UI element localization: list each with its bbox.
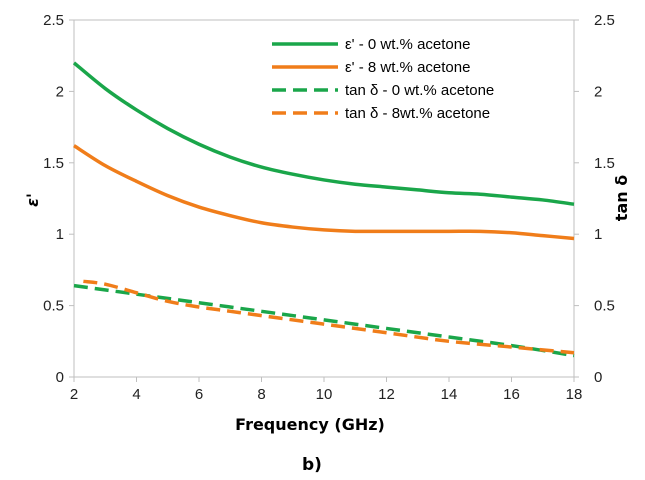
y-right-tick-label: 2 <box>594 83 602 100</box>
y-left-tick-label: 1.5 <box>43 155 64 172</box>
plot-axes <box>69 19 579 382</box>
x-tick-label: 12 <box>378 386 395 403</box>
x-tick-label: 2 <box>70 386 78 403</box>
x-tick-label: 16 <box>503 386 520 403</box>
x-tick-label: 14 <box>441 386 458 403</box>
y-right-tick-label: 1.5 <box>594 155 615 172</box>
y-left-tick-label: 1 <box>56 226 64 243</box>
legend-label-1: ε' - 0 wt.% acetone <box>345 36 470 53</box>
y-left-tick-label: 0 <box>56 369 64 386</box>
y-axis-right-title: tan δ <box>612 175 631 221</box>
x-tick-label: 6 <box>195 386 203 403</box>
y-left-tick-label: 2.5 <box>43 12 64 29</box>
series-line-1 <box>72 61 575 206</box>
series-line-3 <box>73 283 575 358</box>
legend-label-2: ε' - 8 wt.% acetone <box>345 59 470 76</box>
y-right-tick-label: 0.5 <box>594 298 615 315</box>
series-line-2 <box>73 144 575 241</box>
y-right-tick-label: 0 <box>594 369 602 386</box>
y-axis-left-title: ε' <box>23 193 42 207</box>
y-left-tick-label: 2 <box>56 83 64 100</box>
y-right-tick-label: 2.5 <box>594 12 615 29</box>
legend-label-3: tan δ - 0 wt.% acetone <box>345 82 494 99</box>
x-axis-title: Frequency (GHz) <box>235 415 385 434</box>
x-tick-label: 4 <box>132 386 140 403</box>
legend: ε' - 0 wt.% acetone ε' - 8 wt.% acetone ta… <box>272 36 494 122</box>
tick-labels: 2 4 6 8 10 12 14 16 18 0 0.5 1 1.5 2 2.5 0 0.5 1 1.5 2 2.5 <box>43 12 615 403</box>
y-right-tick-label: 1 <box>594 226 602 243</box>
panel-label: b) <box>302 455 322 475</box>
series-lines <box>72 61 575 358</box>
x-tick-label: 18 <box>566 386 583 403</box>
x-tick-label: 8 <box>257 386 265 403</box>
legend-label-4: tan δ - 8wt.% acetone <box>345 105 490 122</box>
y-left-tick-label: 0.5 <box>43 298 64 315</box>
x-tick-label: 10 <box>316 386 333 403</box>
series-line-4 <box>83 279 575 355</box>
